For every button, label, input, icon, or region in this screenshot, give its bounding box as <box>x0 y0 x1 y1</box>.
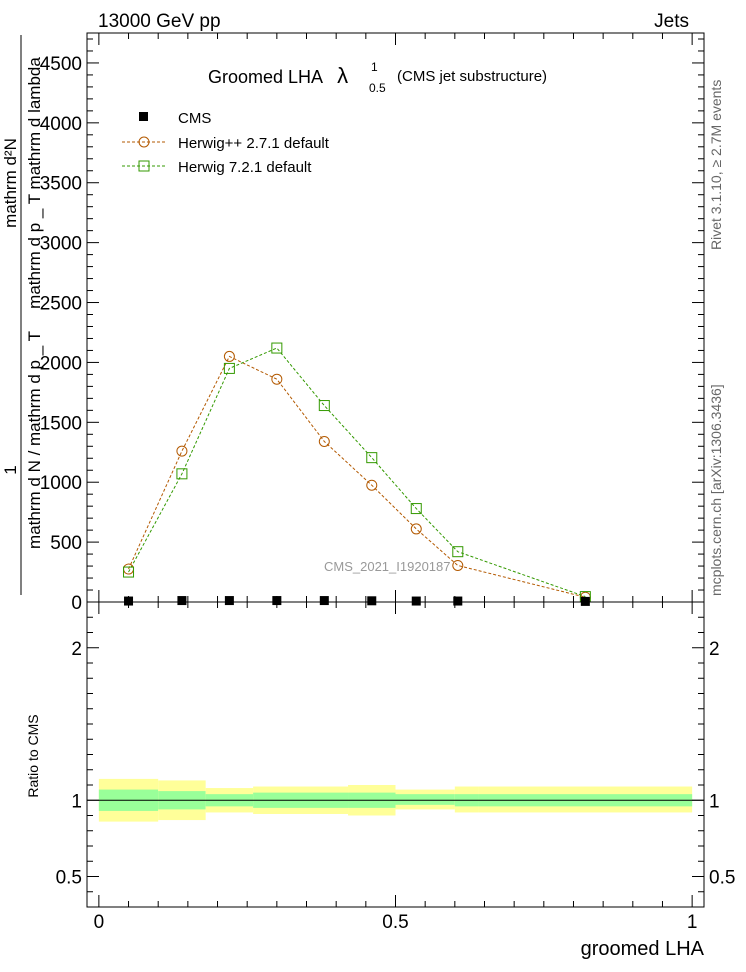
ratio-tick-label-left: 2 <box>71 639 82 660</box>
y-tick-label: 2000 <box>40 353 82 374</box>
herwig7-point <box>410 503 422 515</box>
rivet-label: Rivet 3.1.10, ≥ 2.7M events <box>708 80 724 250</box>
ratio-tick-label-right: 1 <box>709 791 720 812</box>
x-axis-label: groomed LHA <box>581 938 705 960</box>
header-right: Jets <box>654 11 689 32</box>
plot-title-sub: 0.5 <box>369 81 386 95</box>
herwigpp-point <box>176 445 188 457</box>
mcplots-label: mcplots.cern.ch [arXiv:1306.3436] <box>708 384 724 596</box>
main-series-layer <box>123 342 591 606</box>
plot-title-lambda: λ <box>337 63 348 88</box>
herwigpp-point <box>410 523 422 535</box>
cms-point <box>453 596 463 606</box>
herwig7-point <box>452 546 464 558</box>
cms-point <box>411 596 421 606</box>
plot-title-note: (CMS jet substructure) <box>397 68 547 85</box>
cms-point <box>580 596 590 606</box>
cms-point <box>177 596 187 606</box>
main-y-ticks: 0 500 1000 1500 2000 2500 3000 3500 4000 4500 <box>40 38 704 614</box>
y-tick-label: 1000 <box>40 473 82 494</box>
plot-title: Groomed LHA λ <box>208 63 348 88</box>
ratio-ylabel: Ratio to CMS <box>25 714 41 797</box>
legend-cms-label: CMS <box>178 110 211 127</box>
analysis-watermark: CMS_2021_I1920187 <box>324 559 451 574</box>
herwigpp-point <box>223 350 235 362</box>
ylabel-one: 1 <box>1 465 20 474</box>
y-tick-label: 2500 <box>40 294 82 315</box>
herwigpp-line <box>128 355 586 598</box>
main-ylabel: 1 mathrm d N / mathrm d p _ T mathrm d²N… <box>1 35 44 595</box>
y-tick-label: 4000 <box>40 114 82 135</box>
herwig7-point <box>223 362 235 374</box>
herwigpp-point <box>318 435 330 447</box>
y-tick-label: 500 <box>50 533 82 554</box>
plot-title-sup: 1 <box>371 60 378 74</box>
ratio-tick-label-right: 2 <box>709 639 720 660</box>
ratio-plot-frame <box>86 601 705 908</box>
y-tick-label: 0 <box>71 593 82 614</box>
herwig7-point <box>318 400 330 412</box>
x-tick-label: 0.5 <box>382 912 408 933</box>
ratio-tick-label-left: 1 <box>71 791 82 812</box>
y-tick-label: 1500 <box>40 413 82 434</box>
x-ticks: 0 0.5 1 <box>94 33 698 933</box>
y-tick-label: 4500 <box>40 54 82 75</box>
ratio-tick-label-left: 0.5 <box>56 868 82 889</box>
ratio-tick-label-right: 0.5 <box>709 868 735 889</box>
cms-point <box>224 596 234 606</box>
ylabel-denominator: mathrm d N / mathrm d p _ T <box>25 331 44 549</box>
herwig7-point <box>123 566 135 578</box>
legend-herwigpp-label: Herwig++ 2.7.1 default <box>178 135 330 152</box>
cms-point <box>319 596 329 606</box>
legend-cms-marker <box>139 112 148 121</box>
ratio-band-inner <box>395 794 455 805</box>
legend-herwig7-marker <box>138 160 150 172</box>
herwigpp-point <box>271 373 283 385</box>
legend-herwigpp-marker <box>138 136 150 148</box>
herwigpp-point <box>366 479 378 491</box>
herwig7-point <box>366 452 378 464</box>
plot-title-main: Groomed LHA <box>208 67 323 87</box>
legend: CMS Herwig++ 2.7.1 default Herwig 7.2.1 … <box>122 110 330 176</box>
ratio-bands-layer <box>87 778 704 822</box>
legend-herwig7-label: Herwig 7.2.1 default <box>178 159 312 176</box>
herwig7-point <box>176 468 188 480</box>
cms-point <box>367 596 377 606</box>
ylabel-numerator-rest: mathrm d p _ T mathrm d lambda <box>25 57 44 309</box>
herwig7-point <box>271 342 283 354</box>
header-left: 13000 GeV pp <box>98 11 221 32</box>
x-tick-label: 1 <box>687 912 698 933</box>
ylabel-numerator-dn: mathrm d²N <box>1 138 20 228</box>
herwig7-line <box>128 347 586 598</box>
y-tick-label: 3000 <box>40 234 82 255</box>
y-tick-label: 3500 <box>40 174 82 195</box>
herwigpp-point <box>452 559 464 571</box>
x-tick-label: 0 <box>94 912 105 933</box>
ratio-y-ticks: 0.5 0.5 1 1 2 2 <box>56 616 735 893</box>
